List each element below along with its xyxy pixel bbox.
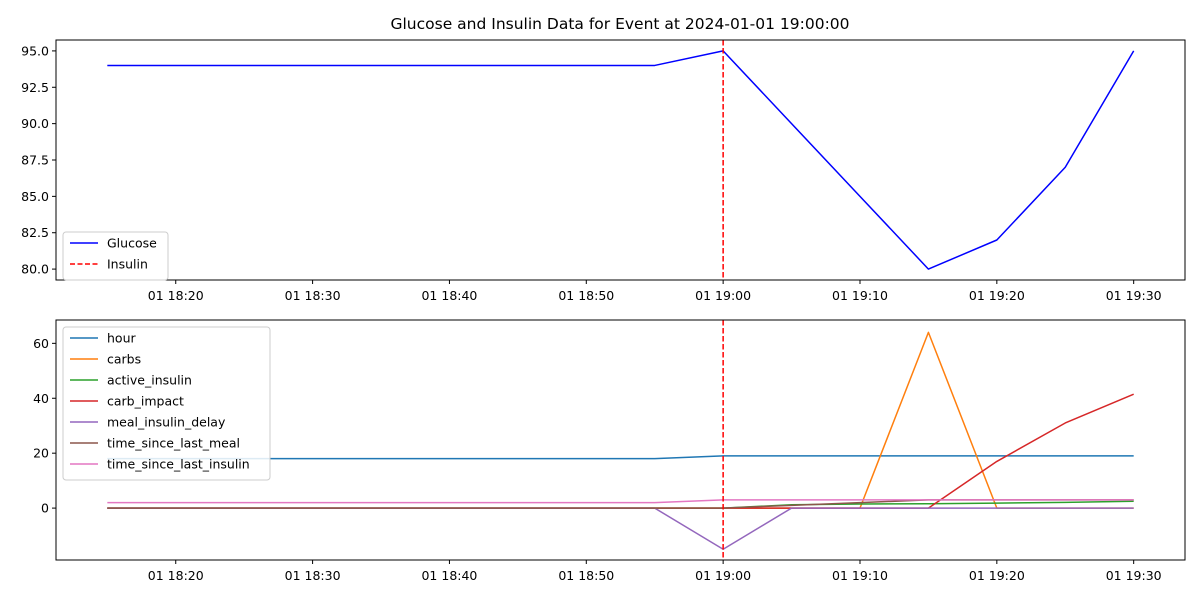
glucose-panel: 01 18:20 01 18:30 01 18:40 01 18:50 01 19:00… <box>21 39 1186 303</box>
x-tick-label: 01 18:30 <box>285 288 341 303</box>
x-tick-label: 01 18:20 <box>148 568 204 583</box>
x-tick-label: 01 19:10 <box>832 568 888 583</box>
x-tick-label: 01 18:40 <box>421 568 477 583</box>
axes-frame <box>55 319 1186 561</box>
x-tick-label: 01 18:50 <box>558 568 614 583</box>
y-tick-label: 60 <box>33 336 49 351</box>
y-tick-label: 95.0 <box>21 43 49 58</box>
y-tick-label: 0 <box>41 501 49 516</box>
series-line-time-since-last-insulin <box>107 499 1134 504</box>
x-tick-label: 01 19:30 <box>1106 288 1162 303</box>
legend-entry-label: hour <box>107 331 136 346</box>
x-tick-label: 01 18:50 <box>558 288 614 303</box>
series-line-hour <box>107 455 1134 460</box>
y-tick-label: 87.5 <box>21 153 49 168</box>
x-tick-label: 01 19:20 <box>969 288 1025 303</box>
legend-entry-label: time_since_last_meal <box>107 436 240 451</box>
y-tick-label: 85.0 <box>21 189 49 204</box>
x-tick-label: 01 19:30 <box>1106 568 1162 583</box>
legend: Glucose Insulin <box>62 231 169 281</box>
x-tick-label: 01 18:30 <box>285 568 341 583</box>
x-tick-label: 01 19:10 <box>832 288 888 303</box>
features-panel: 01 18:20 01 18:30 01 18:40 01 18:50 01 19:00… <box>33 319 1186 583</box>
x-tick-label: 01 19:20 <box>969 568 1025 583</box>
x-tick-label: 01 18:40 <box>421 288 477 303</box>
legend-box <box>62 326 271 481</box>
legend-entry-label: Insulin <box>107 257 148 272</box>
y-tick-label: 82.5 <box>21 225 49 240</box>
x-tick-label: 01 18:20 <box>148 288 204 303</box>
x-tick-label: 01 19:00 <box>695 288 751 303</box>
legend-entry-label: carbs <box>107 352 141 367</box>
chart-title: Glucose and Insulin Data for Event at 20… <box>390 15 849 33</box>
series-line-Glucose <box>107 50 1135 270</box>
x-tick-label: 01 19:00 <box>695 568 751 583</box>
y-tick-label: 92.5 <box>21 80 49 95</box>
legend: hour carbs active_insulin carb_impact meal_i… <box>62 326 271 481</box>
legend-entry-label: meal_insulin_delay <box>107 415 226 430</box>
legend-entry-label: Glucose <box>107 236 157 251</box>
legend-box <box>62 231 169 281</box>
plot-area <box>107 320 1134 560</box>
legend-entry-label: carb_impact <box>107 394 184 409</box>
y-tick-label: 80.0 <box>21 262 49 277</box>
y-tick-label: 90.0 <box>21 116 49 131</box>
plot-area <box>107 40 1135 280</box>
y-tick-label: 40 <box>33 391 49 406</box>
legend-entry-label: active_insulin <box>107 373 192 388</box>
legend-entry-label: time_since_last_insulin <box>107 457 250 472</box>
y-tick-label: 20 <box>33 446 49 461</box>
